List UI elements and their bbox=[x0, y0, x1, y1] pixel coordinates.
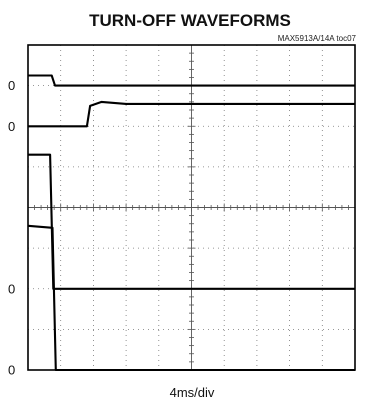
scope-grid bbox=[27, 44, 356, 371]
zero-label-2: 0 bbox=[8, 119, 15, 134]
zero-label-1: 0 bbox=[8, 78, 15, 93]
waveform-trace-2 bbox=[28, 100, 355, 128]
chart-title: TURN-OFF WAVEFORMS bbox=[89, 11, 291, 30]
waveform-trace-1 bbox=[28, 74, 355, 87]
zero-markers: 0 0 0 0 bbox=[8, 78, 15, 377]
waveform-trace-3 bbox=[28, 153, 355, 290]
waveform-traces bbox=[27, 74, 355, 372]
waveform-trace-4 bbox=[27, 224, 355, 372]
figure-number: MAX5913A/14A toc07 bbox=[278, 34, 357, 43]
zero-label-4: 0 bbox=[8, 363, 15, 378]
zero-label-3: 0 bbox=[8, 281, 15, 296]
x-axis-label: 4ms/div bbox=[170, 385, 215, 400]
